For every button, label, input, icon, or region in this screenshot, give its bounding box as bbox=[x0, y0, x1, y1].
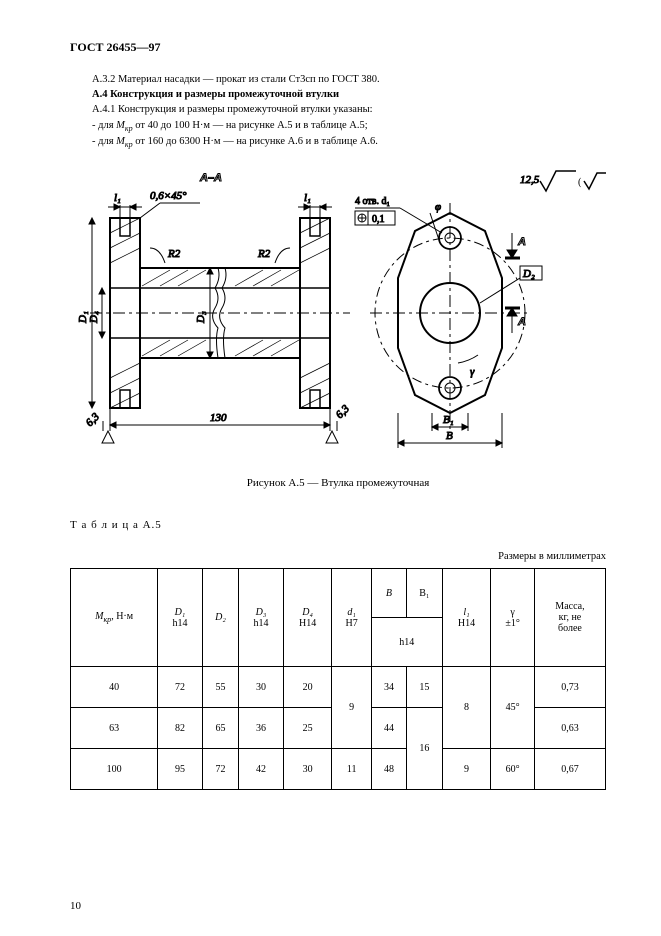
page-number: 10 bbox=[70, 900, 81, 912]
svg-text:6,3: 6,3 bbox=[334, 403, 353, 422]
svg-text:l₁: l₁ bbox=[304, 192, 311, 204]
table-units: Размеры в миллиметрах bbox=[70, 551, 606, 562]
svg-text:B: B bbox=[446, 430, 453, 442]
para-a41: А.4.1 Конструкция и размеры промежуточно… bbox=[92, 103, 606, 117]
col-b1: B₁ bbox=[407, 569, 443, 618]
svg-text:А: А bbox=[517, 316, 526, 328]
para-a4: А.4 Конструкция и размеры промежуточной … bbox=[92, 88, 606, 102]
table-a5: Мкр, Н·м D₁h14 D₂ D₃h14 D₄H14 d₁H7 B B₁ … bbox=[70, 568, 606, 790]
svg-text:D₂: D₂ bbox=[522, 268, 535, 280]
figure-caption: Рисунок А.5 — Втулка промежуточная bbox=[70, 477, 606, 489]
svg-text:l₁: l₁ bbox=[114, 192, 121, 204]
svg-text:130: 130 bbox=[210, 412, 227, 424]
svg-text:γ: γ bbox=[470, 366, 475, 378]
svg-text:φ: φ bbox=[435, 201, 441, 213]
col-mkr: Мкр, Н·м bbox=[71, 569, 158, 667]
svg-text:B₁: B₁ bbox=[443, 414, 454, 426]
para-a41-sub1: - для Мкр от 40 до 100 Н·м — на рисунке … bbox=[92, 119, 606, 135]
table-row: 100 95 72 42 30 11 48 9 60° 0,67 bbox=[71, 749, 606, 790]
svg-text:R2: R2 bbox=[257, 248, 271, 260]
svg-text:12,5: 12,5 bbox=[520, 174, 540, 186]
svg-text:6,3: 6,3 bbox=[84, 411, 103, 430]
col-d2: D₂ bbox=[202, 569, 239, 667]
svg-text:R2: R2 bbox=[167, 248, 181, 260]
col-b-h14: h14 bbox=[371, 618, 442, 667]
col-d1s: d₁H7 bbox=[332, 569, 371, 667]
col-g: γ±1° bbox=[491, 569, 535, 667]
table-title: Т а б л и ц а А.5 bbox=[70, 519, 606, 531]
svg-text:D₄: D₄ bbox=[88, 311, 100, 324]
svg-text:А: А bbox=[517, 236, 526, 248]
section-label: А–А bbox=[199, 172, 222, 184]
col-d1: D₁h14 bbox=[158, 569, 203, 667]
doc-header: ГОСТ 26455—97 bbox=[70, 40, 606, 55]
col-l1: l₁H14 bbox=[442, 569, 491, 667]
para-a32: А.3.2 Материал насадки — прокат из стали… bbox=[92, 73, 606, 87]
col-mass: Масса,кг, неболее bbox=[534, 569, 605, 667]
svg-text:4 отв. d₁: 4 отв. d₁ bbox=[355, 196, 390, 207]
para-a41-sub2: - для Мкр от 160 до 6300 Н·м — на рисунк… bbox=[92, 135, 606, 151]
table-row: 40 72 55 30 20 9 34 15 8 45° 0,73 bbox=[71, 667, 606, 708]
col-d3: D₃h14 bbox=[239, 569, 284, 667]
col-d4: D₄H14 bbox=[283, 569, 332, 667]
svg-text:0,6×45°: 0,6×45° bbox=[150, 190, 187, 202]
svg-text:D₃: D₃ bbox=[195, 311, 207, 324]
svg-text:(: ( bbox=[578, 177, 582, 188]
figure-a5: А–А bbox=[70, 163, 606, 489]
svg-text:0,1: 0,1 bbox=[372, 214, 385, 225]
col-b: B bbox=[371, 569, 406, 618]
